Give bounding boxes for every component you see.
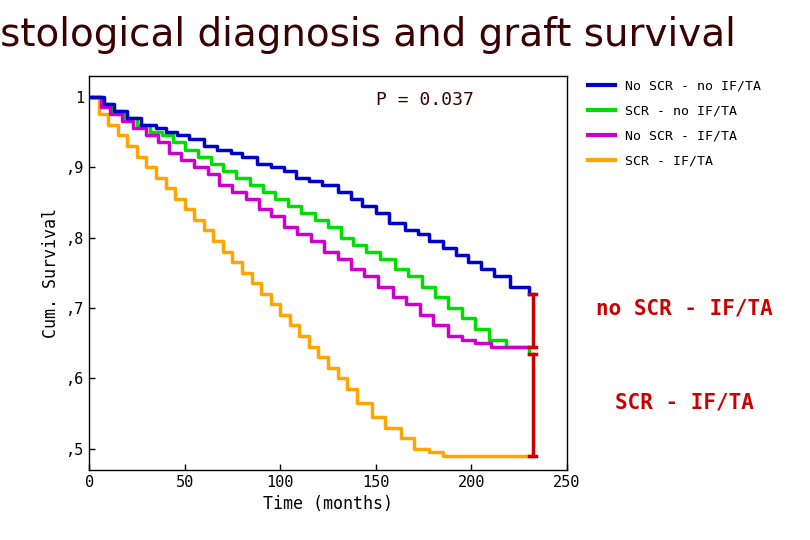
Legend: No SCR - no IF/TA, SCR - no IF/TA, No SCR - IF/TA, SCR - IF/TA: No SCR - no IF/TA, SCR - no IF/TA, No SC… [583,75,766,172]
Text: no SCR - IF/TA: no SCR - IF/TA [595,298,773,318]
X-axis label: Time (months): Time (months) [263,495,393,513]
Text: SCR - IF/TA: SCR - IF/TA [615,393,753,413]
Text: Histological diagnosis and graft survival: Histological diagnosis and graft surviva… [0,16,736,54]
Y-axis label: Cum. Survival: Cum. Survival [42,208,61,338]
Text: P = 0.037: P = 0.037 [376,91,474,110]
